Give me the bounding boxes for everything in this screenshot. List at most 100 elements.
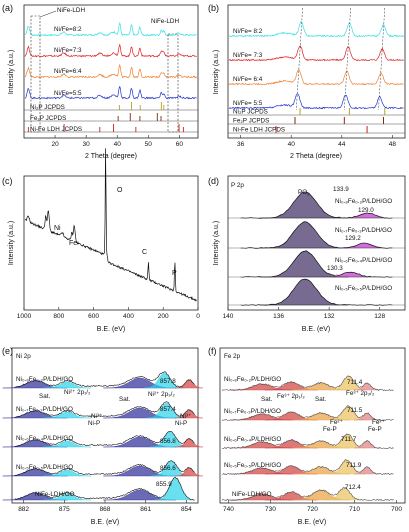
panel-e-nip-2: Ni-P [175,420,187,427]
panel-e-sample-1: Ni₀.₈Fe₀.₂P/LDH/GO [16,376,73,383]
envelope-f-1 [221,375,394,392]
panel-e-ni2p12: Ni²⁺ 2p₁/₂ [64,389,91,396]
ref-label-a-1: Ni₂P JCPDS [30,104,65,111]
panel-d-pox-label: POx [298,189,310,197]
series-label-a-1: Ni/Fe=8:2 [54,26,82,33]
panel-d-peak-130-3: 130.3 [327,265,343,272]
xtick-label-e-882: 882 [18,506,29,513]
panel-d-frame [227,175,406,311]
panel-a-ldh-annotation-1: NiFe-LDH [57,7,85,14]
panel-d: (d) P 2p POx 133.9 129.0 129.2 130.3 Ni₀… [208,175,406,333]
panel-e-ni3p-2: Ni³⁺ [180,413,191,420]
xtick-label-b-44: 44 [338,141,346,148]
panel-b-frame [227,4,406,139]
panel-b-ylabel: Intensity (a.u.) [213,50,220,94]
panel-f-xticks: 740 730 720 710 700 [223,500,402,513]
xtick-label-e-854: 854 [181,506,192,513]
xtick-label-a-60: 60 [176,141,184,148]
panel-f-fe2b: Fe²⁺ [372,419,385,426]
xtick-label-e-868: 868 [100,506,111,513]
panel-e-letter: (e) [2,346,13,356]
panel-e-sample-3: Ni₀.₆Fe₀.₄P/LDH/GO [16,435,73,442]
xtick-label-f-710: 710 [349,506,360,513]
panel-e-value-3: 856.8 [160,438,176,445]
panel-f-fe2p32: Fe³⁺ 2p₃/₂ [346,390,375,397]
series-curve-a-4 [24,85,197,100]
component-e-5-4 [154,477,196,501]
component-e-3-5 [175,438,203,448]
panel-f-sat-1: Sat. [261,396,272,403]
panel-d-sample-4: Ni₀.₅Fe₀.₅P/LDH/GO [335,285,392,292]
panel-e-value-5: 855.9 [156,481,172,488]
panel-c-frame [23,175,199,311]
panel-a-letter: (a) [2,3,13,13]
xtick-label-c-0: 0 [196,313,200,320]
panel-e: (e) Ni 2p Ni₀.₈Fe₀.₂P/LDH/GO Ni₀.₇Fe₀.₃P… [2,346,203,526]
xtick-label-c-200: 200 [158,313,169,320]
panel-a-ldh-annotation-2: NiFe-LDH [151,18,179,25]
panel-d-sample-2: Ni₀.₇Fe₀.₃P/LDH/GO [335,227,392,234]
component-e-2-2 [42,411,92,419]
component-e-5-2 [42,493,92,501]
xtick-label-c-1000: 1000 [17,313,32,320]
panel-d-letter: (d) [208,176,219,186]
panel-e-sample-4: Ni₀.₅Fe₀.₅P/LDH/GO [16,464,73,471]
pox-subscript: x [307,192,310,197]
panel-a-series-labels: Ni/Fe=8:2 Ni/Fe=7:3 Ni/Fe=6:4 Ni/Fe=5:5 Ni₂P… [30,26,82,133]
ref-label-a-2: Fe₂P JCPDS [30,115,66,122]
component-e-4-2 [42,469,92,477]
shift-guide-b-1 [296,7,303,111]
xtick-label-a-50: 50 [145,141,153,148]
xtick-label-b-40: 40 [288,141,296,148]
panel-f-value-5: 712.4 [345,484,361,491]
panel-e-xticks: 882 875 868 861 854 [18,500,192,513]
panel-d-sample-1: Ni₀.₈Fe₀.₂P/LDH/GO [335,198,392,205]
series-label-a-4: Ni/Fe=5:5 [54,90,82,97]
panel-b-curves [228,21,405,134]
ref-label-a-3: Ni-Fe LDH JCPDS [30,126,82,133]
envelope-d-2 [240,221,393,249]
panel-d-peak-129-2: 129.2 [345,235,361,242]
panel-d-ylabel: Intensity (a.u.) [213,221,220,265]
envelope-e-2 [14,401,195,418]
panel-f-fep-b: Fe-P [368,426,382,433]
xtick-label-a-20: 20 [51,141,59,148]
panel-e-value-1: 857.8 [160,378,176,385]
panel-e-sat-1: Sat. [39,393,50,400]
panel-e-xlabel: B.E. (eV) [91,519,119,526]
xtick-label-b-48: 48 [389,141,397,148]
panel-f-fe2a: Fe²⁺ [330,419,343,426]
series-label-b-2: Ni/Fe= 7:3 [233,52,263,59]
xtick-label-d-132: 132 [324,313,335,320]
peak-label-o: O [117,187,123,194]
panel-c-ylabel: Intensity (a.u.) [8,221,15,265]
ref-label-b-3: Ni-Fe LDH JCPDS [233,127,285,134]
series-curve-a-2 [24,43,197,58]
component-e-1-2 [42,381,92,389]
panel-e-sat-2: Sat. [119,396,130,403]
panel-e-core-label: Ni 2p [16,353,31,360]
series-label-b-1: Ni/Fe= 8:2 [233,28,263,35]
panel-f-core-label: Fe 2p [224,353,241,360]
pox-text: PO [298,189,307,196]
panel-f-value-4: 711.9 [346,462,362,469]
envelope-e-4 [14,460,195,477]
peak-label-ni: Ni [54,225,61,232]
series-curve-b-1 [228,21,404,38]
component-e-2-4 [146,402,187,419]
panel-c: (c) Ni Fe O C P 1000 800 600 400 200 0 B.E. (… [2,148,200,333]
xtick-label-a-40: 40 [114,141,122,148]
panel-e-sample-2: Ni₀.₇Fe₀.₃P/LDH/GO [16,406,73,413]
panel-f: (f) Fe 2p Ni₀.₈Fe₀.₂P/LDH/GO Ni₀.₇Fe₀.₃P… [208,346,406,526]
panel-f-xlabel: B.E. (eV) [298,519,326,526]
panel-c-letter: (c) [2,176,13,186]
panel-c-xlabel: B.E. (eV) [97,326,125,333]
panel-f-sample-2: Ni₀.₇Fe₀.₃P/LDH/GO [224,408,281,415]
panel-f-curves [221,375,394,502]
component-e-1-4 [143,372,185,389]
panel-d-peak-129-0: 129.0 [358,207,374,214]
panel-f-sample-1: Ni₀.₈Fe₀.₂P/LDH/GO [224,376,281,383]
panel-a-ldh-box-2 [167,33,179,133]
component-e-3-2 [42,440,92,448]
